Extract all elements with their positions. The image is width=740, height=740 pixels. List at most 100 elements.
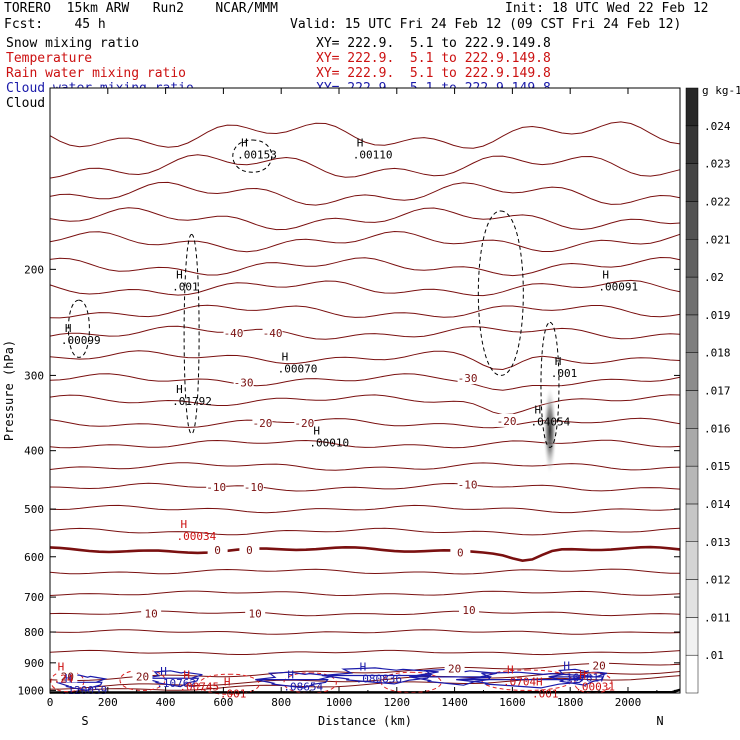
max-value-21: .24	[54, 672, 74, 685]
isotherm-label-bg-1	[262, 325, 283, 339]
x-axis-title: Distance (km)	[318, 714, 412, 728]
isotherm-line-1	[49, 154, 681, 179]
ice-contour-1	[67, 299, 90, 358]
colorbar-tick-0: .01	[704, 649, 724, 662]
isotherm-label-bg-7	[206, 480, 227, 494]
ice-contour-4	[540, 321, 560, 448]
colorbar-unit: g kg-1	[702, 84, 740, 97]
colorbar-cell-10	[685, 276, 699, 316]
colorbar-cell-15	[685, 87, 699, 127]
plot-frame	[49, 87, 681, 694]
max-marker-18: H	[579, 669, 586, 682]
y-tick-label-1: 300	[24, 369, 44, 382]
isotherm-line-18	[49, 545, 681, 563]
isotherm-line-6	[49, 279, 681, 297]
field-name-0: Snow mixing ratio	[6, 36, 140, 51]
colorbar-cell-7	[685, 390, 699, 429]
isotherm-line-20	[49, 590, 681, 597]
max-marker-1: H	[357, 137, 364, 150]
max-marker-4: H	[176, 383, 183, 396]
max-marker-3: H	[176, 269, 183, 282]
colorbar-tick-13: .023	[704, 158, 731, 171]
colorbar-tick-14: .024	[704, 120, 731, 133]
max-marker-12: H	[183, 669, 190, 682]
y-tick-label-4: 600	[24, 551, 44, 564]
x-tick-label-7: 1400	[441, 696, 468, 709]
header-line1-left: TORERO 15km ARW Run2 NCAR/MMM	[4, 1, 278, 16]
y-tick-label-8: 1000	[18, 684, 45, 697]
max-value-11: .10762	[156, 677, 196, 690]
isotherm-line-19	[49, 568, 680, 575]
colorbar-tick-10: .02	[704, 271, 724, 284]
max-value-17: .167817	[559, 672, 605, 685]
max-marker-13: H	[224, 676, 231, 689]
max-value-4: .01792	[172, 395, 212, 408]
header-line1-right: Init: 18 UTC Wed 22 Feb 12	[505, 1, 709, 16]
colorbar-cell-11	[685, 239, 699, 278]
rain-contour-4	[380, 671, 442, 693]
isotherm-line-3	[49, 207, 681, 231]
max-value-9: .00091	[598, 281, 638, 294]
isotherm-label-bg-19	[132, 669, 153, 683]
cloud-water-contour-3	[321, 667, 439, 685]
max-value-1: .00110	[353, 149, 393, 162]
field-xy-0: XY= 222.9. 5.1 to 222.9.149.8	[316, 36, 551, 51]
max-value-15: .080836	[356, 672, 402, 685]
isotherm-label-12: 0	[457, 546, 464, 559]
max-value-14: .08654	[283, 681, 323, 694]
colorbar-cell-3	[685, 541, 699, 580]
isotherm-label-6: -20	[497, 415, 517, 428]
isotherm-line-8	[49, 325, 681, 340]
colorbar-tick-2: .012	[704, 574, 731, 587]
isotherm-label-bg-6	[496, 413, 517, 427]
colorbar-cell-9	[685, 314, 699, 353]
max-marker-6: H	[313, 425, 320, 438]
x-tick-label-5: 1000	[326, 696, 353, 709]
colorbar-cell-0	[685, 654, 699, 694]
x-end-right-label: N	[656, 714, 663, 728]
max-marker-5: H	[282, 351, 289, 364]
isotherm-label-17: 20	[592, 660, 605, 673]
isotherm-label-19: 20	[136, 670, 149, 683]
x-tick-label-1: 200	[98, 696, 118, 709]
header-line2-left: Fcst: 45 h	[4, 17, 106, 32]
max-marker-20: H	[65, 672, 72, 685]
isotherm-line-17	[49, 527, 681, 536]
colorbar-tick-9: .019	[704, 309, 731, 322]
max-value-2: .00099	[61, 334, 101, 347]
isotherm-label-18: 20	[61, 670, 74, 683]
max-value-19: .001	[532, 688, 559, 701]
x-tick-label-4: 800	[271, 696, 291, 709]
isotherm-label-7: -10	[206, 481, 226, 494]
x-tick-label-0: 0	[47, 696, 54, 709]
max-value-10: .00034	[176, 530, 216, 543]
isotherm-line-9	[49, 350, 681, 371]
colorbar-cell-2	[685, 579, 699, 618]
isotherm-line-15	[49, 482, 681, 492]
colorbar-cell-1	[685, 617, 699, 656]
isotherm-label-1: -40	[263, 327, 283, 340]
max-value-6: .00010	[309, 437, 349, 450]
colorbar-tick-11: .021	[704, 233, 731, 246]
max-value-18: .00031	[575, 681, 615, 694]
colorbar-tick-1: .011	[704, 611, 731, 624]
x-tick-label-3: 600	[213, 696, 233, 709]
y-tick-label-0: 200	[24, 263, 44, 276]
max-marker-8: H	[535, 403, 542, 416]
isotherm-label-9: -10	[458, 478, 478, 491]
colorbar-cell-14	[685, 125, 699, 164]
y-axis-title: Pressure (hPa)	[2, 340, 16, 441]
rain-contour-1	[119, 669, 166, 691]
isotherm-line-23	[49, 649, 681, 656]
isotherm-label-0: -40	[224, 327, 244, 340]
snow-plume	[542, 385, 557, 476]
max-marker-21: H	[58, 660, 65, 673]
colorbar-tick-7: .017	[704, 385, 731, 398]
isotherm-line-12	[49, 417, 681, 429]
colorbar-cell-8	[685, 352, 699, 391]
x-tick-label-6: 1200	[384, 696, 411, 709]
isotherm-label-bg-0	[223, 325, 244, 339]
colorbar-tick-8: .018	[704, 347, 731, 360]
isotherm-label-3: -30	[458, 372, 478, 385]
colorbar-cell-6	[685, 428, 699, 467]
